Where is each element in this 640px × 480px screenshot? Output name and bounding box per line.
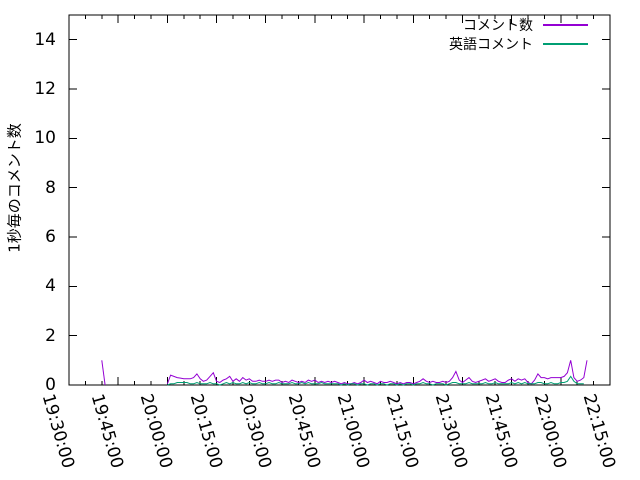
y-tick-label: 6 [45, 227, 56, 247]
y-tick-label: 12 [34, 79, 56, 99]
legend-line-swatch [543, 23, 588, 26]
series-line-1 [167, 375, 584, 386]
legend-entry-1: 英語コメント [449, 34, 588, 53]
legend-label: コメント数 [463, 17, 533, 34]
y-tick-label: 0 [45, 375, 56, 395]
series-line-0 [166, 360, 588, 385]
legend-line-swatch [543, 42, 588, 45]
y-tick-label: 10 [34, 128, 56, 149]
legend-entry-0: コメント数 [463, 15, 588, 34]
y-tick-label: 2 [45, 325, 56, 346]
legend-label: 英語コメント [449, 36, 533, 53]
y-tick-label: 4 [45, 276, 56, 297]
plot-border [68, 14, 611, 386]
legend: コメント数英語コメント [449, 15, 588, 53]
y-tick-label: 14 [34, 29, 56, 50]
series-line-0 [101, 360, 106, 386]
y-tick-label: 8 [45, 177, 56, 198]
